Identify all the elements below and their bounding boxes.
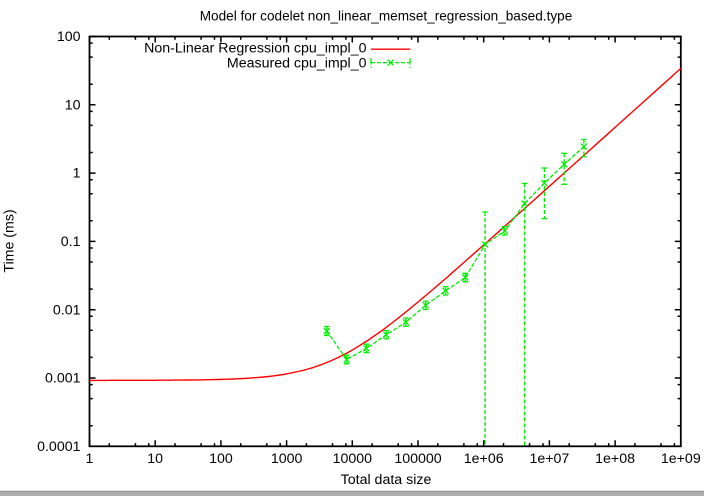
svg-text:1e+08: 1e+08 [595,451,635,467]
svg-text:Non-Linear Regression cpu_impl: Non-Linear Regression cpu_impl_0 [144,41,367,57]
svg-text:0.0001: 0.0001 [37,439,81,455]
svg-text:Total data size: Total data size [341,472,432,488]
svg-text:1e+09: 1e+09 [661,451,701,467]
svg-text:1e+07: 1e+07 [529,451,569,467]
svg-text:100: 100 [209,451,233,467]
svg-text:10: 10 [65,97,81,113]
svg-text:1e+06: 1e+06 [464,451,504,467]
svg-text:Model for codelet non_linear_m: Model for codelet non_linear_memset_regr… [200,9,573,24]
svg-text:0.01: 0.01 [53,302,81,318]
svg-text:10000: 10000 [333,451,373,467]
svg-text:0.1: 0.1 [61,234,81,250]
svg-text:1000: 1000 [271,451,303,467]
svg-text:1: 1 [73,166,81,182]
svg-text:Measured cpu_impl_0: Measured cpu_impl_0 [227,56,367,72]
svg-text:Time (ms): Time (ms) [2,209,18,272]
svg-text:1: 1 [86,451,94,467]
svg-text:100000: 100000 [394,451,441,467]
svg-text:100: 100 [57,29,81,45]
svg-text:0.001: 0.001 [45,371,81,387]
svg-text:10: 10 [147,451,163,467]
